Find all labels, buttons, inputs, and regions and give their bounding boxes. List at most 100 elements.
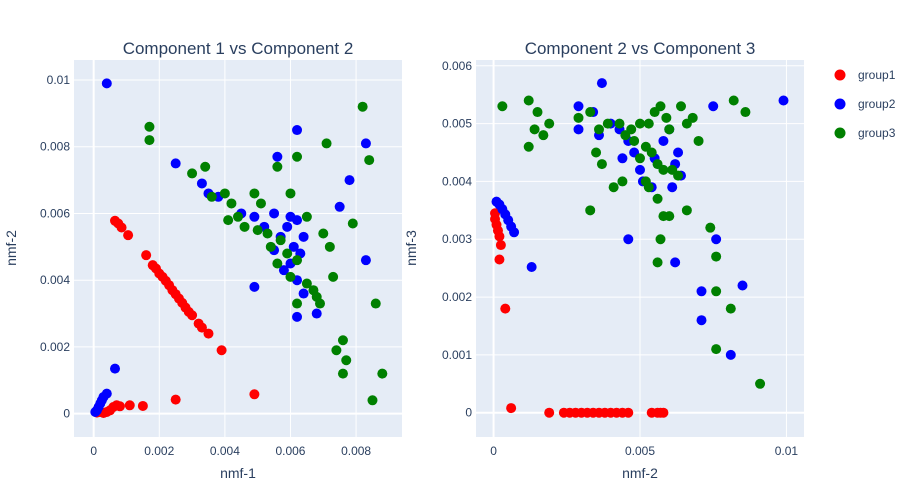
- x-tick-label: 0.004: [210, 444, 240, 458]
- data-point-group2: [526, 262, 537, 273]
- x-tick-label: 0: [90, 444, 97, 458]
- data-point-group3: [664, 211, 675, 222]
- data-point-group3: [585, 205, 596, 216]
- legend-marker-group1: [834, 69, 846, 81]
- y-tick-label: 0.006: [40, 206, 70, 220]
- data-point-group2: [101, 78, 112, 89]
- data-point-group2: [196, 178, 207, 189]
- data-point-group3: [144, 121, 155, 132]
- y-tick-label: 0.002: [442, 290, 472, 304]
- subplot-1-plot-area: [74, 60, 402, 437]
- data-point-group3: [664, 124, 675, 135]
- data-point-group2: [617, 153, 628, 164]
- data-point-group3: [377, 368, 388, 379]
- data-point-group3: [711, 344, 722, 355]
- data-point-group2: [509, 227, 520, 238]
- data-point-group2: [360, 255, 371, 266]
- data-point-group2: [667, 182, 678, 193]
- data-point-group2: [170, 158, 181, 169]
- data-point-group2: [292, 215, 303, 226]
- data-point-group3: [223, 215, 234, 226]
- data-point-group3: [347, 218, 358, 229]
- data-point-group3: [315, 298, 325, 309]
- subplot-1-y-ticks: 0 0.002 0.004 0.006 0.008 0.01: [40, 73, 70, 421]
- data-point-group2: [623, 234, 634, 245]
- legend-item-group2[interactable]: group2: [834, 97, 896, 111]
- data-point-group2: [711, 234, 722, 245]
- data-point-group2: [737, 280, 748, 291]
- data-point-group1: [495, 240, 506, 251]
- data-point-group3: [676, 101, 686, 112]
- data-point-group3: [272, 258, 283, 269]
- data-point-group3: [324, 241, 335, 252]
- data-point-group3: [292, 298, 303, 309]
- data-point-group3: [652, 257, 663, 268]
- data-point-group3: [337, 335, 348, 346]
- data-point-group1: [187, 310, 198, 321]
- legend-item-group1[interactable]: group1: [834, 68, 896, 82]
- data-point-group3: [740, 107, 751, 118]
- data-point-group2: [696, 315, 707, 326]
- data-point-group3: [711, 286, 722, 297]
- data-point-group2: [658, 135, 669, 146]
- legend: group1 group2 group3: [834, 68, 896, 140]
- subplot-1: 0 0.002 0.004 0.006 0.008 0 0.002 0.004 0.006 0.…: [3, 39, 402, 481]
- data-point-group2: [344, 175, 355, 186]
- data-point-group3: [661, 112, 672, 123]
- data-point-group3: [331, 345, 342, 356]
- data-point-group3: [635, 153, 645, 164]
- data-point-group3: [635, 118, 645, 129]
- data-point-group3: [705, 222, 716, 233]
- data-point-group3: [711, 251, 722, 262]
- legend-marker-group3: [834, 127, 846, 139]
- data-point-group1: [137, 400, 148, 411]
- y-tick-label: 0: [63, 407, 70, 421]
- data-point-group3: [200, 161, 211, 172]
- data-point-group3: [693, 135, 704, 146]
- data-point-group3: [292, 151, 303, 162]
- data-point-group3: [252, 225, 263, 236]
- y-tick-label: 0.006: [442, 59, 472, 73]
- subplot-2-y-axis-label: nmf-3: [403, 230, 419, 266]
- data-point-group3: [643, 182, 654, 193]
- data-point-group3: [573, 112, 584, 123]
- data-point-group3: [608, 182, 619, 193]
- data-point-group3: [658, 164, 669, 175]
- data-point-group1: [623, 407, 634, 418]
- data-point-group3: [187, 168, 198, 179]
- x-tick-label: 0.008: [341, 444, 371, 458]
- y-tick-label: 0.001: [442, 348, 472, 362]
- data-point-group3: [357, 101, 368, 112]
- data-point-group2: [673, 147, 684, 158]
- legend-item-group3[interactable]: group3: [834, 126, 896, 140]
- data-point-group2: [573, 101, 584, 112]
- data-point-group2: [269, 208, 280, 219]
- data-point-group3: [652, 193, 663, 204]
- data-point-group2: [292, 311, 303, 322]
- data-point-group3: [285, 188, 296, 199]
- data-point-group3: [585, 107, 596, 118]
- data-point-group3: [367, 395, 378, 406]
- data-point-group3: [233, 211, 243, 222]
- data-point-group3: [646, 147, 657, 158]
- data-point-group3: [275, 235, 286, 246]
- data-point-group2: [725, 349, 736, 360]
- x-tick-label: 0.006: [275, 444, 305, 458]
- subplot-2-x-axis-label: nmf-2: [622, 465, 658, 481]
- data-point-group2: [282, 221, 293, 232]
- data-point-group3: [239, 221, 250, 232]
- data-point-group3: [497, 101, 508, 112]
- data-point-group3: [321, 138, 332, 149]
- data-point-group2: [278, 265, 289, 276]
- y-tick-label: 0.005: [442, 117, 472, 131]
- x-tick-label: 0.005: [625, 444, 655, 458]
- subplot-2: 0 0.005 0.01 0 0.001 0.002 0.003 0.004 0.005 0.0…: [403, 39, 804, 481]
- data-point-group2: [670, 257, 681, 268]
- data-point-group3: [532, 107, 543, 118]
- data-point-group1: [124, 400, 135, 411]
- data-point-group3: [523, 95, 534, 106]
- data-point-group2: [360, 138, 371, 149]
- data-point-group3: [206, 191, 217, 202]
- subplot-2-x-ticks: 0 0.005 0.01: [490, 444, 798, 458]
